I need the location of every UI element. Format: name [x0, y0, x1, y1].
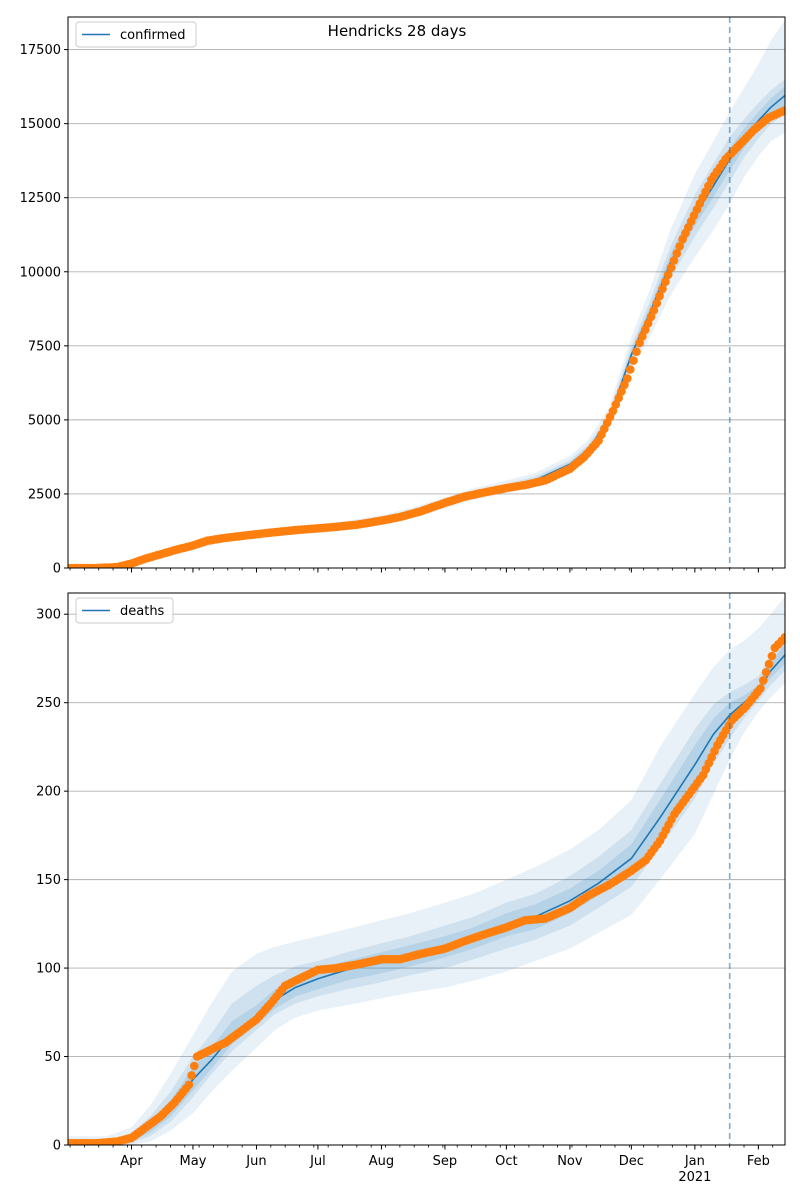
- x-tick-label: Nov: [557, 1154, 583, 1169]
- axes-frame: [67, 16, 786, 569]
- plot-area: [68, 20, 785, 568]
- uncertainty-band-outer: [68, 20, 785, 568]
- observed-point: [669, 256, 679, 265]
- uncertainty-band-middle: [68, 79, 785, 568]
- y-tick-label: 10000: [20, 265, 61, 280]
- observed-point: [764, 659, 774, 669]
- observed-series: [68, 106, 785, 568]
- observed-point: [655, 291, 664, 301]
- observed-point: [672, 249, 682, 258]
- y-tick-label: 17500: [20, 43, 61, 58]
- x-tick-label: Jan: [684, 1154, 705, 1169]
- x-tick-label: Feb: [747, 1154, 770, 1169]
- uncertainty-band-inner: [68, 642, 785, 1145]
- observed-point: [767, 651, 777, 661]
- observed-point: [184, 1080, 194, 1090]
- y-tick-label: 150: [36, 873, 61, 888]
- observed-point: [611, 400, 621, 409]
- legend-label: confirmed: [120, 28, 186, 43]
- confirmed-panel: 0 2500 5000 7500 10000 12500 15000 17500 confirm…: [20, 16, 786, 577]
- y-tick-label: 300: [36, 608, 61, 623]
- uncertainty-band-inner: [68, 86, 785, 568]
- y-tick-label: 200: [36, 785, 61, 800]
- observed-point: [623, 374, 632, 383]
- observed-point: [190, 1061, 199, 1071]
- observed-point: [756, 684, 765, 693]
- y-tick-label: 0: [53, 1139, 61, 1154]
- y-tick-label: 7500: [28, 339, 61, 354]
- x-year-label: 2021: [678, 1170, 711, 1185]
- x-tick-label: Jun: [245, 1154, 266, 1169]
- x-tick-label: Jul: [309, 1154, 326, 1169]
- observed-point: [652, 298, 662, 308]
- x-tick-label: Apr: [120, 1154, 143, 1169]
- observed-point: [617, 387, 626, 396]
- observed-point: [661, 277, 670, 287]
- x-tick-label: Aug: [369, 1154, 394, 1169]
- y-tick-label: 0: [53, 562, 61, 577]
- observed-point: [626, 365, 635, 374]
- observed-point: [658, 284, 667, 294]
- deaths-panel: 0 50 100 150 200 250 300 Apr May Jun Jul Aug Sep Oct N…: [36, 592, 786, 1185]
- observed-point: [666, 263, 676, 272]
- plot-area: [68, 596, 785, 1145]
- observed-point: [643, 319, 653, 328]
- uncertainty-band-outer: [68, 596, 785, 1145]
- observed-point: [675, 242, 684, 251]
- x-tick-label: May: [180, 1154, 207, 1169]
- observed-point: [638, 332, 647, 341]
- y-tick-label: 12500: [20, 191, 61, 206]
- legend: confirmed: [75, 21, 197, 48]
- observed-point: [663, 270, 673, 280]
- observed-point: [780, 632, 785, 642]
- x-tick-label: Sep: [433, 1154, 458, 1169]
- legend-box: [75, 21, 197, 48]
- observed-point: [629, 356, 638, 365]
- observed-point: [608, 406, 618, 416]
- observed-point: [614, 393, 623, 403]
- model-line: [68, 94, 785, 568]
- observed-point: [780, 106, 785, 115]
- chart-title: Hendricks 28 days: [328, 22, 467, 40]
- y-tick-label: 250: [36, 696, 61, 711]
- observed-point: [646, 312, 656, 322]
- y-tick-label: 5000: [28, 413, 61, 428]
- y-tick-label: 2500: [28, 487, 61, 502]
- legend-box: [75, 597, 174, 624]
- y-tick-label: 100: [36, 962, 61, 977]
- y-tick-label: 50: [44, 1050, 61, 1065]
- observed-point: [187, 1071, 196, 1080]
- x-tick-label: Dec: [619, 1154, 644, 1169]
- legend: deaths: [75, 597, 174, 624]
- observed-series: [68, 632, 785, 1145]
- observed-point: [761, 668, 771, 677]
- observed-point: [620, 380, 629, 390]
- observed-point: [641, 325, 650, 335]
- observed-point: [649, 306, 659, 315]
- axes-frame: [67, 592, 786, 1146]
- uncertainty-band-middle: [68, 631, 785, 1145]
- legend-label: deaths: [120, 604, 165, 619]
- observed-point: [632, 347, 641, 357]
- observed-point: [635, 338, 644, 348]
- x-tick-label: Oct: [495, 1154, 517, 1169]
- observed-point: [759, 676, 768, 685]
- y-tick-label: 15000: [20, 117, 61, 132]
